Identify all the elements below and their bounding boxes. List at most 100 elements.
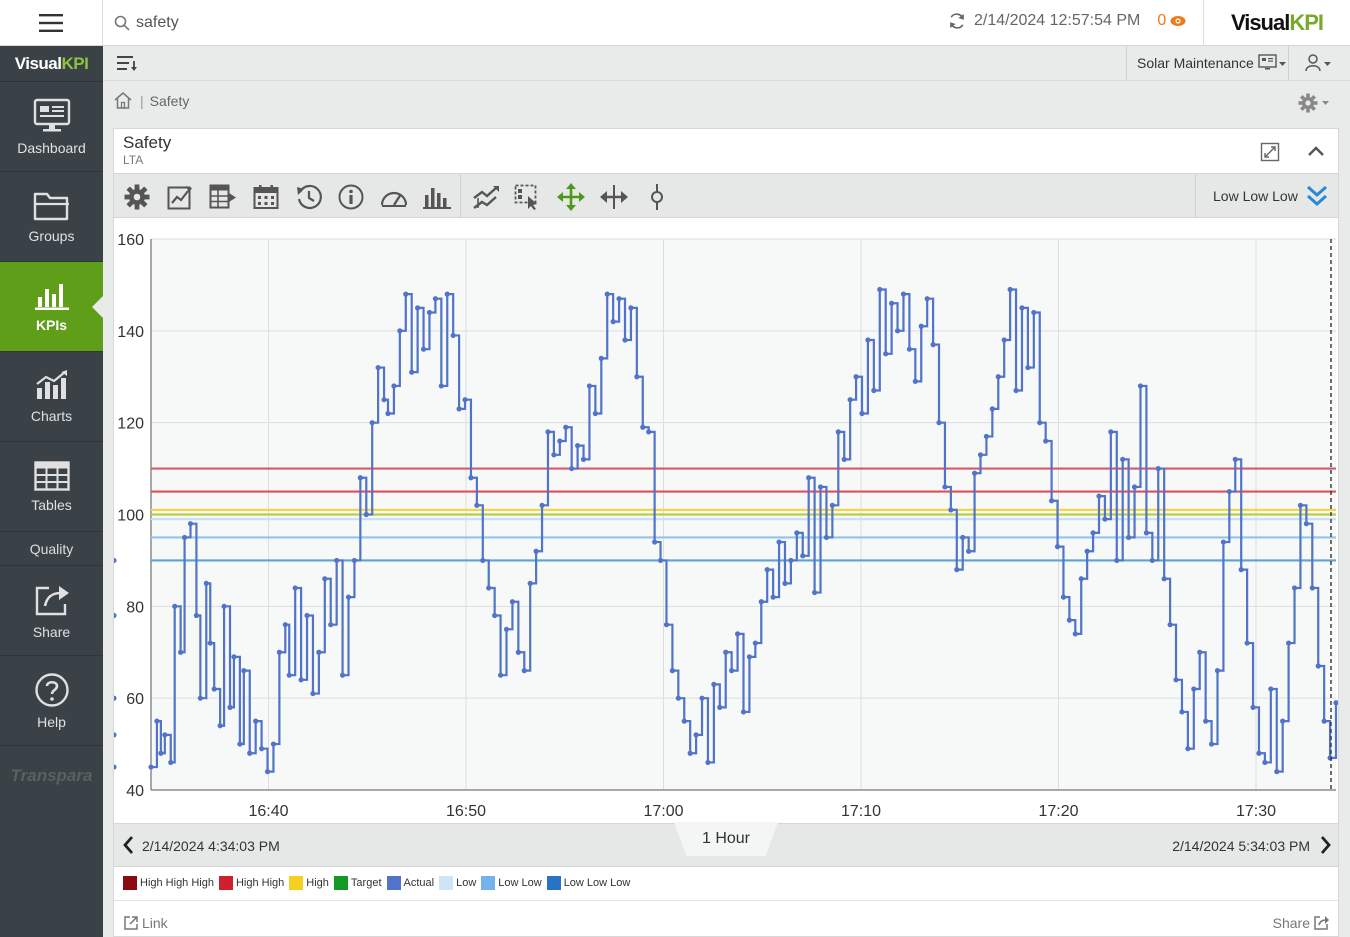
data-point xyxy=(172,603,178,609)
bar-chart-button[interactable] xyxy=(422,182,452,212)
data-point xyxy=(598,355,604,361)
data-point xyxy=(829,502,835,508)
data-point xyxy=(114,557,117,564)
panel-subtitle: LTA xyxy=(123,153,144,167)
range-duration-tab[interactable]: 1 Hour xyxy=(674,822,778,856)
cursor-pin-icon xyxy=(651,184,663,210)
legend-swatch xyxy=(546,876,561,890)
sidebar-item-label: Help xyxy=(37,713,66,730)
chart-settings-button[interactable] xyxy=(122,182,152,212)
transpara-logo-text: Transpara xyxy=(10,766,93,785)
dashboard-select[interactable]: Solar Maintenance xyxy=(1126,46,1350,80)
legend-item[interactable]: Low Low Low xyxy=(546,876,630,890)
data-point xyxy=(1066,617,1072,623)
expand-icon xyxy=(1260,142,1280,162)
legend-item[interactable]: High xyxy=(289,876,329,890)
sidebar-item-charts[interactable]: Charts xyxy=(0,352,103,442)
collapse-button[interactable] xyxy=(1307,144,1325,162)
select-region-button[interactable] xyxy=(513,182,543,212)
data-point xyxy=(351,557,358,564)
sidebar-item-kpis[interactable]: KPIs xyxy=(0,262,103,352)
data-point xyxy=(610,319,616,325)
data-point xyxy=(533,548,539,554)
panel-title: Safety xyxy=(123,133,172,152)
data-point xyxy=(989,406,995,412)
share-button[interactable]: Share xyxy=(1273,915,1329,931)
history-button[interactable] xyxy=(294,182,324,212)
cursor-button[interactable] xyxy=(642,182,672,212)
data-point xyxy=(1291,585,1298,591)
legend-item[interactable]: High High xyxy=(218,876,284,890)
chart-area[interactable]: 40 60 80 100 120 140 160 16:40 16:50 17:00 17:10 17… xyxy=(114,218,1338,823)
legend-item[interactable]: Target xyxy=(333,876,382,890)
next-range-button[interactable] xyxy=(1320,835,1332,860)
trend-chart[interactable]: 40 60 80 100 120 140 160 16:40 16:50 17:00 17:10 17… xyxy=(114,218,1338,823)
data-point xyxy=(557,438,563,444)
legend-item[interactable]: Actual xyxy=(386,876,434,890)
calendar-button[interactable] xyxy=(251,182,281,212)
expand-button[interactable] xyxy=(1260,142,1280,167)
data-point xyxy=(203,580,209,586)
data-point xyxy=(752,640,758,646)
data-point xyxy=(1072,631,1078,637)
eye-icon[interactable] xyxy=(1170,15,1186,27)
pan-button[interactable] xyxy=(556,182,586,212)
legend-swatch xyxy=(289,876,304,890)
data-point xyxy=(729,668,735,674)
sidebar-section-quality[interactable]: Quality xyxy=(0,532,103,566)
data-point xyxy=(207,640,213,646)
sidebar-item-help[interactable]: Help xyxy=(0,656,103,746)
sidebar-item-dashboard[interactable]: Dashboard xyxy=(0,82,103,172)
breadcrumb-current[interactable]: Safety xyxy=(149,92,190,109)
sidebar-item-share[interactable]: Share xyxy=(0,566,103,656)
home-icon[interactable] xyxy=(114,92,132,109)
threshold-select[interactable]: Low Low Low xyxy=(1195,174,1338,218)
data-point xyxy=(385,410,391,417)
legend-item[interactable]: Low xyxy=(439,876,476,890)
trend-compare-button[interactable] xyxy=(471,182,501,212)
user-menu-button[interactable] xyxy=(1288,46,1350,80)
data-point xyxy=(995,374,1001,380)
data-point xyxy=(966,548,972,554)
data-point xyxy=(1244,640,1250,646)
search-box[interactable] xyxy=(114,12,436,34)
zoom-horizontal-button[interactable] xyxy=(599,182,629,212)
page-settings-button[interactable] xyxy=(1298,93,1330,113)
legend-label: High xyxy=(306,877,329,889)
data-point xyxy=(889,300,895,306)
link-button[interactable]: Link xyxy=(123,915,168,931)
data-point xyxy=(971,470,978,476)
export-button[interactable] xyxy=(208,182,238,212)
alert-count[interactable]: 0 xyxy=(1157,12,1167,29)
prev-range-button[interactable] xyxy=(122,835,134,860)
dashboard-select-label: Solar Maintenance xyxy=(1137,55,1254,71)
data-point xyxy=(1019,305,1025,311)
data-point xyxy=(375,364,381,371)
legend-label: Target xyxy=(350,877,382,889)
sidebar-item-groups[interactable]: Groups xyxy=(0,172,103,262)
legend-item[interactable]: Low Low xyxy=(481,876,542,890)
data-point xyxy=(403,291,409,297)
legend-item[interactable]: High High High xyxy=(123,876,214,890)
search-input[interactable] xyxy=(136,14,436,32)
data-point xyxy=(1315,663,1321,669)
sidebar-logo[interactable]: Visual KPI xyxy=(0,46,103,82)
data-point xyxy=(1256,750,1262,756)
data-point xyxy=(1120,456,1126,462)
data-point xyxy=(734,631,741,637)
list-toggle-button[interactable] xyxy=(117,54,137,77)
info-button[interactable] xyxy=(336,182,366,212)
menu-button[interactable] xyxy=(0,0,103,46)
sidebar-section-label: Quality xyxy=(29,540,74,557)
refresh-icon[interactable] xyxy=(948,12,966,30)
edit-chart-button[interactable] xyxy=(165,182,195,212)
range-end: 2/14/2024 5:34:03 PM xyxy=(1172,838,1310,854)
x-tick-label: 16:40 xyxy=(248,803,288,820)
data-point xyxy=(357,475,363,481)
sidebar-item-tables[interactable]: Tables xyxy=(0,442,103,532)
data-point xyxy=(181,534,188,541)
gauge-button[interactable] xyxy=(379,182,409,212)
data-point xyxy=(1149,557,1155,564)
data-point xyxy=(894,328,901,334)
